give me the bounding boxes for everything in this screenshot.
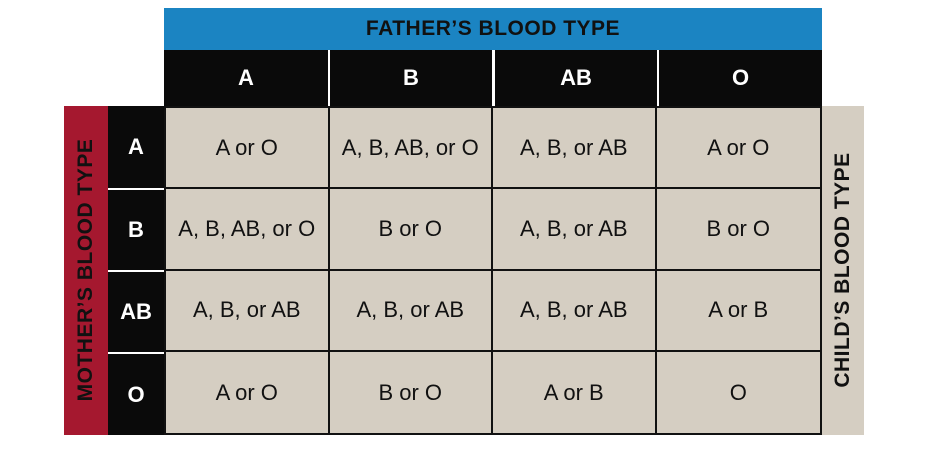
child-cell-ab-ab: A, B, or AB [493, 270, 657, 352]
child-cell-o-o: O [729, 379, 747, 405]
father-blood-type-header: FATHER’S BLOOD TYPE [164, 8, 822, 50]
mother-blood-type-band [64, 106, 108, 435]
child-cell-a-o: A or O [656, 108, 820, 190]
child-blood-type-band [822, 106, 864, 435]
child-cell-o-ab: A or B [493, 351, 657, 433]
father-type-ab: AB [493, 50, 657, 106]
child-cell-o-b: B or O [330, 351, 493, 433]
child-blood-type-label: CHILD’S BLOOD TYPE [831, 152, 854, 388]
child-cell-b-b: B or O [329, 189, 493, 271]
child-cell-a-ab: A, B, or AB [493, 108, 657, 190]
mother-type-ab: AB [108, 270, 164, 352]
child-cell-a-a: A or O [166, 108, 330, 190]
child-cell-o-a: A or O [166, 351, 330, 433]
child-cell-ab-b: A, B, or AB [329, 270, 493, 352]
father-type-o: O [657, 50, 822, 106]
child-blood-type-grid: A or O A, B, AB, or O A, B, or AB A or O… [164, 106, 822, 435]
father-type-a: A [164, 50, 328, 106]
child-cell-a-b: A, B, AB, or O [329, 108, 493, 190]
mother-blood-type-label: MOTHER’S BLOOD TYPE [74, 138, 97, 402]
child-cell-ab-o: A or B [656, 271, 820, 352]
mother-type-b: B [108, 188, 164, 270]
child-cell-b-o: B or O [656, 189, 820, 271]
child-cell-b-a: A, B, AB, or O [166, 189, 330, 271]
father-type-b: B [328, 50, 492, 106]
child-cell-ab-a: A, B, or AB [166, 270, 330, 352]
child-cell-b-ab: A, B, or AB [493, 189, 657, 271]
mother-type-o: O [108, 352, 164, 435]
mother-type-a: A [108, 106, 164, 188]
